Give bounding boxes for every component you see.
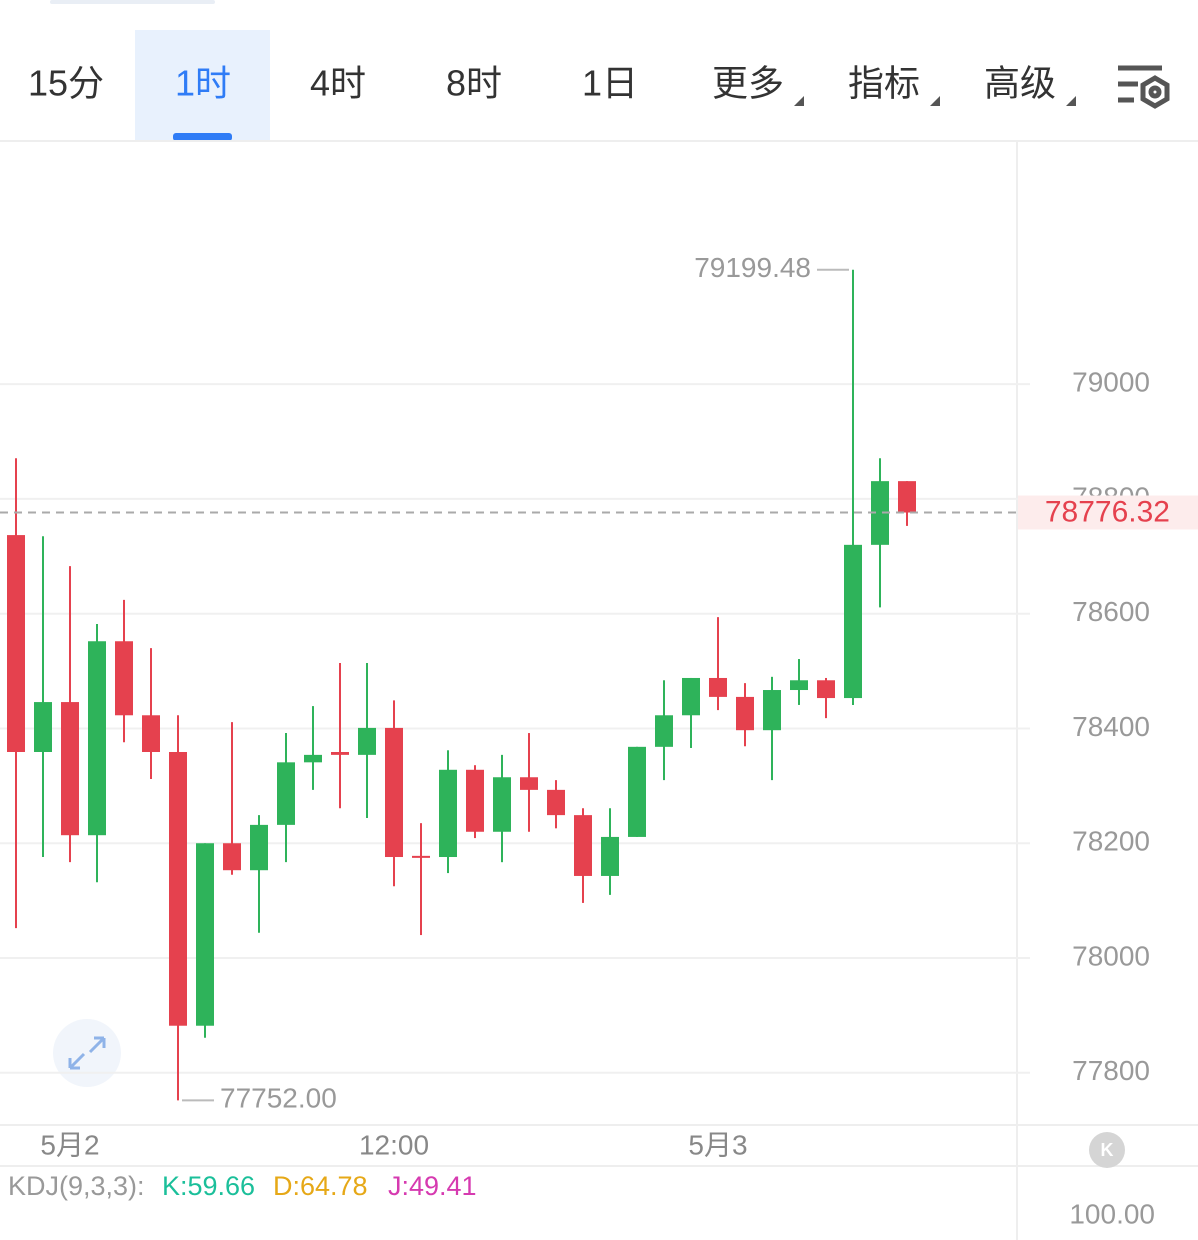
candle-body — [574, 815, 592, 876]
indicator-axis-label: 100.00 — [1069, 1198, 1155, 1229]
expand-button[interactable] — [53, 1019, 121, 1087]
candle-body — [250, 824, 268, 871]
candle-body — [196, 843, 214, 1026]
candle-body — [169, 751, 187, 1026]
candle-body — [358, 727, 376, 755]
candle-body — [61, 702, 79, 836]
x-tick-label: 5月2 — [40, 1129, 99, 1160]
candle-body — [655, 715, 673, 747]
kline-button[interactable]: K — [1089, 1132, 1125, 1168]
tab[interactable]: 更多 — [712, 63, 784, 104]
svg-text:K: K — [1101, 1140, 1114, 1160]
y-tick-label: 78600 — [1072, 596, 1150, 627]
candle-body — [466, 769, 484, 832]
candle-body — [439, 769, 457, 858]
x-tick-label: 5月3 — [688, 1129, 747, 1160]
candle-body — [223, 843, 241, 871]
x-tick-label: 12:00 — [359, 1129, 429, 1160]
candle-body — [817, 680, 835, 699]
y-tick-label: 78000 — [1072, 940, 1150, 971]
last-price-label: 78776.32 — [1045, 495, 1170, 528]
candle-body — [493, 777, 511, 832]
low-label: 77752.00 — [220, 1083, 337, 1114]
tab[interactable]: 高级 — [984, 63, 1056, 104]
candle-body — [763, 690, 781, 731]
tab[interactable]: 1时 — [175, 63, 231, 104]
candle-body — [601, 836, 619, 876]
indicator-j: J:49.41 — [388, 1171, 477, 1201]
candle-body — [871, 481, 889, 545]
handle — [50, 0, 215, 4]
tab[interactable]: 8时 — [446, 63, 502, 104]
tab[interactable]: 1日 — [582, 63, 638, 104]
candle-body — [304, 754, 322, 763]
candle-body — [385, 727, 403, 858]
indicator-name: KDJ(9,3,3): — [8, 1171, 145, 1201]
candle-body — [709, 677, 727, 697]
y-tick-label: 78200 — [1072, 826, 1150, 857]
candle-body — [844, 544, 862, 699]
y-tick-label: 77800 — [1072, 1055, 1150, 1086]
candle-body — [331, 751, 349, 755]
candle-body — [277, 762, 295, 825]
candle-body — [898, 481, 916, 513]
tab-selected-bg — [135, 30, 270, 141]
candle-body — [682, 677, 700, 716]
candle-body — [88, 641, 106, 836]
tab-indicator — [173, 133, 232, 141]
dropdown-arrow — [794, 96, 804, 106]
last-price-box — [1018, 495, 1198, 530]
candle-body — [628, 746, 646, 837]
candle-body — [142, 715, 160, 752]
tab[interactable]: 15分 — [28, 63, 104, 104]
tab[interactable]: 4时 — [310, 63, 366, 104]
candle-body — [547, 789, 565, 816]
candle-body — [736, 696, 754, 731]
candle-body — [115, 641, 133, 716]
dropdown-arrow — [1066, 96, 1076, 106]
y-tick-label: 79000 — [1072, 367, 1150, 398]
indicator-d: D:64.78 — [273, 1171, 368, 1201]
high-label: 79199.48 — [694, 252, 811, 283]
tab[interactable]: 指标 — [848, 63, 920, 104]
y-tick-label: 78400 — [1072, 711, 1150, 742]
dropdown-arrow — [930, 96, 940, 106]
candle-body — [790, 680, 808, 691]
candle-body — [520, 777, 538, 790]
settings-icon[interactable] — [1118, 65, 1170, 109]
candle-body — [412, 855, 430, 858]
indicator-k: K:59.66 — [162, 1171, 255, 1201]
candle-body — [7, 535, 25, 752]
candle-body — [34, 702, 52, 752]
